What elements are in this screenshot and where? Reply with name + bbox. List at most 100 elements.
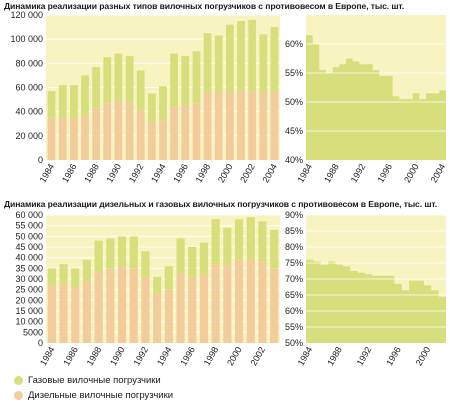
bottom-bars-y-tick-label: 30 000 bbox=[15, 274, 43, 284]
bottom-area-x-tick-label: 1988 bbox=[325, 345, 344, 367]
bottom-bars-y-tick-label: 20 000 bbox=[15, 295, 43, 305]
bar-gas-1988 bbox=[94, 240, 103, 273]
bar-diesel-1997 bbox=[199, 274, 209, 343]
bar-gas-2000 bbox=[225, 24, 234, 92]
bottom-bars-y-tick-label: 15 000 bbox=[15, 306, 43, 316]
bar-gas-1987 bbox=[82, 259, 92, 282]
bar-gas-1988 bbox=[92, 66, 101, 109]
bar-gas-1991 bbox=[129, 236, 138, 269]
bar-gas-2003 bbox=[259, 34, 268, 93]
bar-diesel-1989 bbox=[103, 103, 112, 160]
bar-gas-1991 bbox=[125, 56, 134, 104]
bar-diesel-2002 bbox=[258, 261, 267, 343]
bar-diesel-2001 bbox=[237, 91, 245, 160]
bar-gas-1999 bbox=[223, 227, 232, 265]
bar-gas-2001 bbox=[237, 21, 245, 92]
bar-diesel-1984 bbox=[47, 285, 56, 343]
bar-gas-1993 bbox=[153, 276, 162, 294]
bar-diesel-1990 bbox=[114, 100, 123, 160]
top-bars-y-tick-label: 100 000 bbox=[10, 34, 43, 44]
bottom-bars-y-tick-label: 50 000 bbox=[15, 231, 43, 241]
bar-diesel-1995 bbox=[170, 106, 179, 160]
bottom-bars-y-tick-label: 25 000 bbox=[15, 285, 43, 295]
bottom-area-x-tick-label: 1996 bbox=[384, 345, 403, 367]
bar-gas-1994 bbox=[164, 266, 173, 290]
bar-gas-1989 bbox=[103, 57, 112, 104]
bottom-area-y-tick-label: 60% bbox=[285, 306, 303, 316]
bar-diesel-1991 bbox=[129, 268, 138, 343]
bar-diesel-1998 bbox=[211, 264, 220, 343]
bottom-area-y-tick-label: 65% bbox=[285, 290, 303, 300]
bottom-bars-y-tick-label: 45 000 bbox=[15, 242, 43, 252]
bar-gas-1995 bbox=[170, 53, 179, 107]
bar-gas-2002 bbox=[258, 221, 267, 262]
chart-title-top: Динамика реализации разных типов вилочны… bbox=[4, 1, 405, 11]
bar-diesel-1987 bbox=[81, 115, 89, 160]
bar-diesel-1996 bbox=[188, 276, 197, 343]
bar-diesel-1999 bbox=[223, 264, 232, 343]
top-area-y-tick-label: 60% bbox=[285, 39, 303, 49]
bar-gas-1986 bbox=[71, 268, 80, 288]
bar-diesel-1996 bbox=[181, 104, 190, 160]
chart-title-bottom: Динамика реализации дизельных и газовых … bbox=[4, 199, 438, 209]
legend-item-diesel: Дизельные вилочные погрузчики bbox=[14, 390, 173, 401]
bar-diesel-1994 bbox=[159, 120, 167, 160]
bar-gas-1998 bbox=[203, 33, 212, 93]
bottom-bars-y-tick-label: 35 000 bbox=[15, 263, 43, 273]
bar-diesel-2004 bbox=[270, 91, 279, 160]
bottom-bars-y-tick-label: 5000 bbox=[23, 327, 43, 337]
bar-diesel-2000 bbox=[225, 91, 234, 160]
top-area-y-tick-label: 55% bbox=[285, 68, 303, 78]
bar-diesel-1997 bbox=[192, 103, 201, 160]
bar-diesel-1999 bbox=[214, 92, 223, 160]
bar-gas-2003 bbox=[270, 229, 279, 269]
bottom-area-area-series bbox=[306, 259, 446, 343]
top-bars-y-tick-label: 0 bbox=[38, 155, 43, 165]
bar-diesel-2002 bbox=[248, 91, 257, 160]
bottom-bars-y-tick-label: 55 000 bbox=[15, 221, 43, 231]
bar-diesel-1994 bbox=[164, 289, 173, 343]
bar-gas-2002 bbox=[248, 19, 257, 92]
bar-gas-1994 bbox=[159, 86, 167, 121]
bar-gas-1999 bbox=[214, 35, 223, 93]
bar-diesel-1986 bbox=[71, 287, 80, 343]
bar-gas-1996 bbox=[188, 247, 197, 277]
bar-gas-1984 bbox=[47, 268, 56, 286]
bar-gas-2001 bbox=[246, 217, 255, 260]
bottom-area-x-tick-label: 2000 bbox=[414, 345, 433, 367]
bar-diesel-2003 bbox=[270, 268, 279, 343]
legend-label-gas: Газовые вилочные погрузчики bbox=[28, 375, 161, 386]
bottom-area-x-tick-label: 1992 bbox=[355, 345, 374, 367]
bar-gas-1992 bbox=[141, 251, 150, 277]
bar-diesel-1988 bbox=[92, 108, 101, 160]
top-area-y-tick-label: 40% bbox=[285, 155, 303, 165]
bottom-bars-y-tick-label: 0 bbox=[38, 338, 43, 348]
bar-diesel-1984 bbox=[47, 117, 56, 160]
bar-gas-2004 bbox=[270, 27, 279, 92]
bar-diesel-1988 bbox=[94, 272, 103, 343]
bottom-bars-y-tick-label: 10 000 bbox=[15, 317, 43, 327]
top-bars-y-tick-label: 80 000 bbox=[15, 58, 43, 68]
bottom-area-y-tick-label: 55% bbox=[285, 322, 303, 332]
bar-diesel-2001 bbox=[246, 259, 255, 343]
top-area-area-series bbox=[306, 35, 446, 160]
bar-gas-1993 bbox=[147, 93, 156, 122]
top-bars-y-tick-label: 40 000 bbox=[15, 107, 43, 117]
bottom-area-y-tick-label: 85% bbox=[285, 226, 303, 236]
bar-diesel-1992 bbox=[136, 110, 145, 160]
bar-gas-1990 bbox=[117, 236, 127, 267]
bar-gas-1984 bbox=[47, 91, 56, 118]
bar-diesel-1993 bbox=[147, 121, 156, 160]
bar-diesel-1986 bbox=[69, 118, 78, 160]
top-area-y-tick-label: 50% bbox=[285, 97, 303, 107]
bar-gas-1989 bbox=[106, 238, 115, 269]
bar-diesel-1989 bbox=[106, 268, 115, 343]
bottom-area-y-tick-label: 90% bbox=[285, 210, 303, 220]
bottom-area-y-tick-label: 50% bbox=[285, 338, 303, 348]
bar-gas-2000 bbox=[234, 219, 244, 260]
bar-diesel-1987 bbox=[82, 281, 92, 343]
bar-gas-1986 bbox=[69, 85, 78, 119]
